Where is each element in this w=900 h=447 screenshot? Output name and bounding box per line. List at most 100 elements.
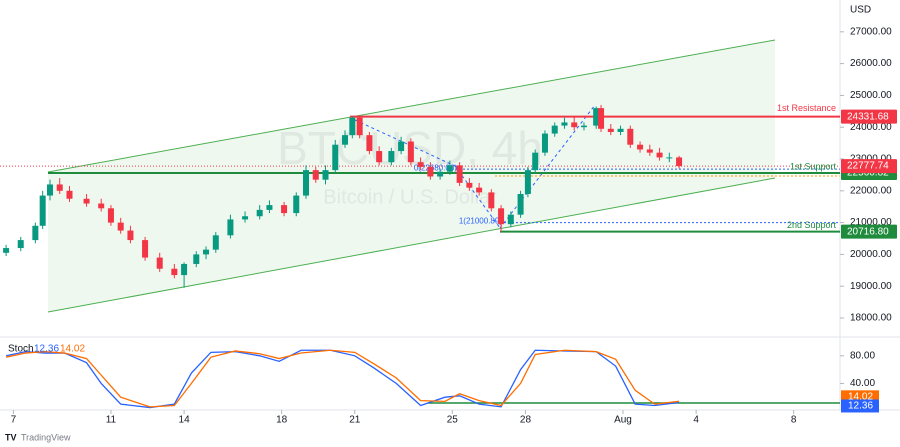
candle-body xyxy=(427,166,434,177)
candle-body xyxy=(593,108,600,126)
stoch-legend-value: 12.36 xyxy=(34,344,59,355)
level-badge-label: 24331.68 xyxy=(847,111,889,122)
candle-body xyxy=(66,190,73,199)
fib-label: 0(22680.06) xyxy=(414,163,457,172)
candle-body xyxy=(349,117,356,136)
candle-body xyxy=(551,125,558,134)
footer: TradingView xyxy=(21,432,71,442)
y-tick-label: 19000.00 xyxy=(850,281,892,292)
candle-body xyxy=(466,182,473,188)
candle-body xyxy=(356,117,363,136)
x-tick-label: 14 xyxy=(179,415,191,426)
candle-body xyxy=(303,170,310,196)
candle-body xyxy=(488,192,495,209)
level-name: 1st Support xyxy=(790,161,837,171)
candle-body xyxy=(266,205,273,210)
candle-body xyxy=(456,165,463,183)
candle-body xyxy=(627,128,634,145)
candle-body xyxy=(398,141,405,152)
candle-body xyxy=(646,149,653,153)
candle-body xyxy=(117,222,124,231)
y-tick-label: 21000.00 xyxy=(850,217,892,228)
candle-body xyxy=(293,195,300,214)
fib-leg xyxy=(354,119,456,167)
stoch-legend-value: 14.02 xyxy=(60,344,85,355)
x-tick-label: 4 xyxy=(693,415,699,426)
candle-body xyxy=(437,171,444,177)
level-name: 2nd Support xyxy=(787,220,837,230)
candle-body xyxy=(193,254,200,264)
y-tick-label: 18000.00 xyxy=(850,313,892,324)
stoch-badge xyxy=(841,399,879,413)
candle-body xyxy=(332,144,339,171)
level-badge xyxy=(841,224,897,239)
currency: USD xyxy=(850,5,871,16)
candle-body xyxy=(541,133,548,153)
candle-body xyxy=(666,157,673,159)
candle-body xyxy=(507,214,514,225)
stoch-tick-label: 80.00 xyxy=(850,350,875,361)
candle-body xyxy=(407,141,414,163)
x-tick-label: 7 xyxy=(11,415,17,426)
candle-body xyxy=(517,193,524,215)
y-tick-label: 26000.00 xyxy=(850,58,892,69)
candle-body xyxy=(281,205,288,214)
candle-body xyxy=(342,135,349,145)
candle-body xyxy=(498,208,505,225)
candle-body xyxy=(156,257,163,269)
candle-body xyxy=(56,184,63,191)
candle-body xyxy=(3,248,10,253)
candle-body xyxy=(524,170,531,194)
candle-body xyxy=(142,240,149,258)
x-tick-label: 21 xyxy=(349,415,361,426)
y-tick-label: 25000.00 xyxy=(850,90,892,101)
candle-body xyxy=(227,219,234,236)
last-price-badge xyxy=(841,159,897,174)
candle-body xyxy=(312,170,319,180)
candle-body xyxy=(83,198,90,204)
candle-body xyxy=(256,209,263,217)
candle-body xyxy=(571,122,578,128)
candle-body xyxy=(181,263,188,276)
candle-body xyxy=(561,122,568,126)
candle-body xyxy=(656,152,663,158)
candle-body xyxy=(32,225,39,241)
level-badge-label: 22560.82 xyxy=(847,168,889,179)
watermark-subtitle: Bitcoin / U.S. Dollar xyxy=(323,186,497,208)
candle-body xyxy=(322,170,329,180)
candle-body xyxy=(580,125,587,128)
stoch-badge-label: 14.02 xyxy=(848,391,873,402)
candle-body xyxy=(171,268,178,276)
candle-body xyxy=(366,135,373,152)
candle-body xyxy=(676,157,683,167)
level-badge xyxy=(841,109,897,124)
candle-body xyxy=(212,235,219,250)
stoch-tick-label: 40.00 xyxy=(850,378,875,389)
y-tick-label: 27000.00 xyxy=(850,26,892,37)
candle-body xyxy=(46,184,53,196)
channel-lower xyxy=(47,177,776,313)
fib-label: 1(21000.89) xyxy=(459,217,502,226)
candle-body xyxy=(376,151,383,163)
candle-body xyxy=(242,216,249,220)
fib-leg xyxy=(499,104,596,229)
candle-body xyxy=(532,152,539,171)
last-price-label: 22777.74 xyxy=(847,161,889,172)
x-tick-label: 8 xyxy=(791,415,797,426)
candle-body xyxy=(617,128,624,132)
x-tick-label: 28 xyxy=(520,415,532,426)
candle-body xyxy=(637,144,644,150)
y-tick-label: 20000.00 xyxy=(850,249,892,260)
level-badge-label: 20716.80 xyxy=(847,226,889,237)
x-tick-label: 25 xyxy=(447,415,459,426)
candle-body xyxy=(107,208,114,223)
stoch-title: Stoch xyxy=(8,344,34,355)
candle-body xyxy=(203,249,210,255)
candle-body xyxy=(127,230,134,241)
level-name: 1st Resistance xyxy=(777,103,836,113)
candle-body xyxy=(39,195,46,226)
x-tick-label: 11 xyxy=(106,415,117,426)
y-tick-label: 22000.00 xyxy=(850,185,892,196)
